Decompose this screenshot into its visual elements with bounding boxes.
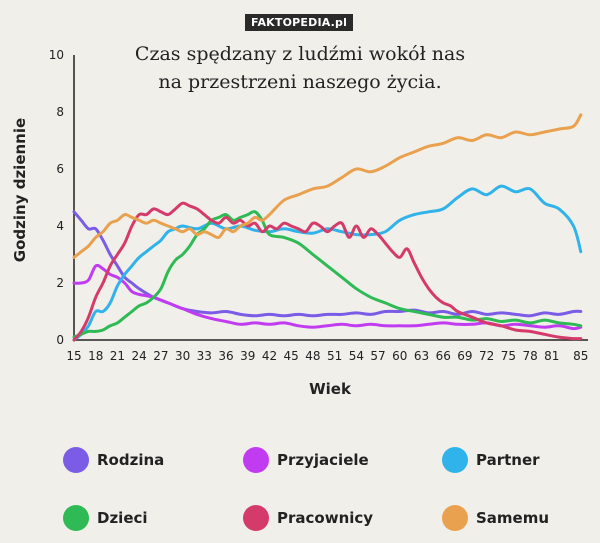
x-tick-label: 60 bbox=[392, 349, 407, 363]
y-axis-label: Godziny dziennie bbox=[11, 118, 29, 262]
x-tick-label: 33 bbox=[197, 349, 212, 363]
x-tick-label: 81 bbox=[544, 349, 559, 363]
x-tick-label: 39 bbox=[240, 349, 255, 363]
legend-swatch-rodzina bbox=[63, 447, 89, 473]
series-line-dzieci bbox=[72, 210, 583, 339]
legend-item-rodzina: Rodzina bbox=[63, 447, 164, 473]
x-tick-label: 85 bbox=[573, 349, 588, 363]
legend-swatch-pracownicy bbox=[243, 505, 269, 531]
x-tick-label: 18 bbox=[88, 349, 103, 363]
legend-swatch-dzieci bbox=[63, 505, 89, 531]
x-tick-label: 54 bbox=[349, 349, 364, 363]
chart-series bbox=[72, 113, 583, 342]
legend-label-przyjaciele: Przyjaciele bbox=[277, 451, 369, 469]
y-tick-label: 8 bbox=[56, 105, 64, 119]
legend-item-pracownicy: Pracownicy bbox=[243, 505, 373, 531]
x-tick-label: 21 bbox=[110, 349, 125, 363]
x-tick-label: 72 bbox=[479, 349, 494, 363]
series-line-przyjaciele bbox=[72, 263, 583, 331]
legend-item-partner: Partner bbox=[442, 447, 540, 473]
legend-item-dzieci: Dzieci bbox=[63, 505, 148, 531]
x-tick-label: 48 bbox=[305, 349, 320, 363]
x-tick-label: 36 bbox=[218, 349, 233, 363]
x-tick-label: 57 bbox=[370, 349, 385, 363]
x-tick-label: 30 bbox=[175, 349, 190, 363]
x-tick-label: 51 bbox=[327, 349, 342, 363]
y-tick-label: 6 bbox=[56, 162, 64, 176]
chart-title-line-1: Czas spędzany z ludźmi wokół nas bbox=[134, 43, 466, 65]
series-line-pracownicy bbox=[72, 201, 583, 342]
x-tick-label: 78 bbox=[522, 349, 537, 363]
y-tick-label: 4 bbox=[56, 219, 64, 233]
x-tick-label: 75 bbox=[501, 349, 516, 363]
y-tick-label: 0 bbox=[56, 333, 64, 347]
series-line-samemu bbox=[72, 113, 583, 259]
x-tick-label: 24 bbox=[132, 349, 147, 363]
legend-item-samemu: Samemu bbox=[442, 505, 549, 531]
legend-label-pracownicy: Pracownicy bbox=[277, 509, 374, 527]
series-line-partner bbox=[72, 184, 583, 342]
x-tick-label: 15 bbox=[66, 349, 81, 363]
x-tick-label: 42 bbox=[262, 349, 277, 363]
x-tick-label: 69 bbox=[457, 349, 472, 363]
legend-item-przyjaciele: Przyjaciele bbox=[243, 447, 369, 473]
legend-swatch-partner bbox=[442, 447, 468, 473]
x-tick-label: 66 bbox=[436, 349, 451, 363]
x-tick-label: 45 bbox=[284, 349, 299, 363]
legend-swatch-samemu bbox=[442, 505, 468, 531]
x-tick-label: 63 bbox=[414, 349, 429, 363]
legend-label-dzieci: Dzieci bbox=[97, 509, 148, 527]
legend-label-samemu: Samemu bbox=[476, 509, 550, 527]
chart-title: Czas spędzany z ludźmi wokół nas na prze… bbox=[100, 40, 500, 96]
legend-swatch-przyjaciele bbox=[243, 447, 269, 473]
series-line-rodzina bbox=[72, 210, 583, 318]
watermark-logo: FAKTOPEDIA.pl bbox=[245, 14, 354, 31]
y-tick-label: 2 bbox=[56, 276, 64, 290]
legend-label-partner: Partner bbox=[476, 451, 540, 469]
x-tick-label: 27 bbox=[153, 349, 168, 363]
chart-title-line-2: na przestrzeni naszego życia. bbox=[158, 71, 442, 93]
chart-legend: Rodzina Przyjaciele Partner Dzieci Praco… bbox=[60, 445, 580, 535]
y-tick-label: 10 bbox=[49, 48, 64, 62]
legend-label-rodzina: Rodzina bbox=[97, 451, 165, 469]
x-axis-label: Wiek bbox=[309, 380, 352, 398]
